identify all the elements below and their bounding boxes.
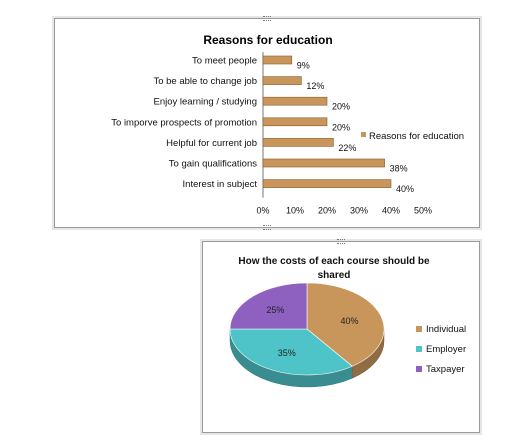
data-label: 38% [390, 164, 408, 174]
bar-chart-title: Reasons for education [203, 33, 332, 47]
pie-data-label: 40% [340, 316, 358, 326]
category-label: To gain qualifications [169, 159, 257, 170]
category-label: To meet people [192, 56, 257, 67]
category-label: Enjoy learning / studying [153, 97, 257, 108]
bar [262, 138, 334, 147]
reasons-bar-chart: Reasons for education To meet people 9% To… [54, 16, 480, 230]
legend-swatch [416, 326, 422, 332]
x-tick-label: 20% [318, 206, 336, 216]
legend-label: Taxpayer [426, 364, 465, 375]
x-tick-label: 30% [350, 206, 368, 216]
bar-chart-svg: Reasons for education To meet people 9% To… [111, 33, 464, 216]
pie-chart-svg: How the costs of each course should be s… [229, 256, 466, 388]
bar [262, 55, 293, 65]
data-label: 22% [338, 143, 356, 153]
legend-swatch [416, 346, 422, 352]
resize-handle-top[interactable] [337, 239, 345, 244]
bar [262, 117, 328, 127]
x-tick-label: 0% [256, 206, 269, 216]
data-label: 20% [332, 102, 350, 112]
pie-chart-title-line-2: shared [318, 270, 351, 281]
data-label: 9% [297, 61, 310, 71]
category-label: Interest in subject [183, 179, 258, 190]
pie-chart-title-line-1: How the costs of each course should be [238, 256, 430, 267]
data-label: 20% [332, 122, 350, 132]
category-label: To be able to change job [153, 76, 257, 87]
cost-sharing-pie-chart: How the costs of each course should be s… [202, 239, 480, 433]
legend-swatch [361, 132, 366, 137]
data-label: 40% [396, 184, 414, 194]
legend-label: Individual [426, 324, 466, 335]
pie-data-label: 25% [266, 305, 284, 315]
pie-data-label: 35% [278, 348, 296, 358]
legend-label: Reasons for education [369, 131, 464, 142]
x-tick-label: 10% [286, 206, 304, 216]
bar [262, 76, 302, 85]
bar [262, 158, 385, 168]
x-tick-label: 50% [414, 206, 432, 216]
bar [262, 96, 328, 106]
bar [262, 179, 392, 188]
pie-slice [229, 282, 308, 330]
resize-handle-bottom[interactable] [263, 225, 271, 230]
resize-handle-top[interactable] [263, 16, 271, 21]
legend-label: Employer [426, 344, 466, 355]
category-label: To imporve prospects of promotion [111, 117, 257, 128]
data-label: 12% [306, 81, 324, 91]
pie-slice [306, 282, 385, 367]
legend-swatch [416, 366, 422, 372]
pie-slice [229, 328, 353, 376]
x-tick-label: 40% [382, 206, 400, 216]
category-label: Helpful for current job [166, 138, 257, 149]
